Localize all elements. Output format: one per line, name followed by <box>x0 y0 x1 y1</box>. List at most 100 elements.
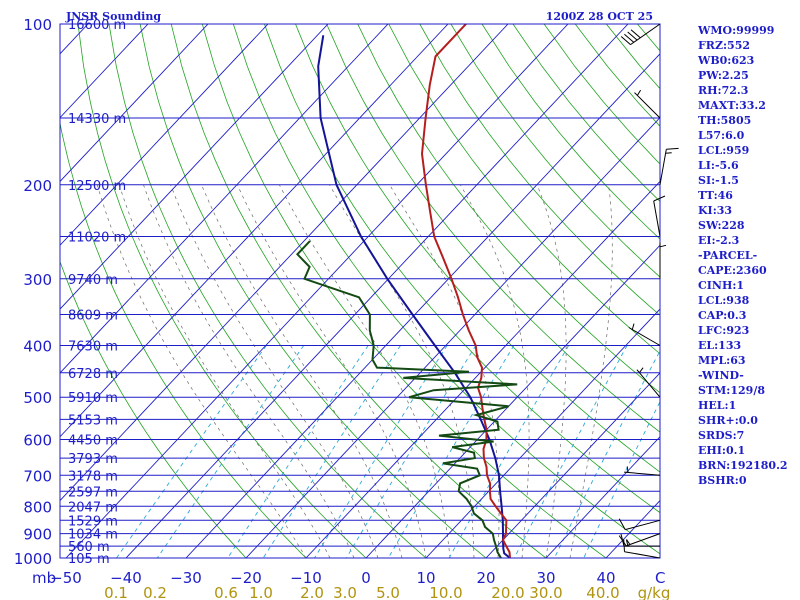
height-label: 3178 m <box>68 469 118 484</box>
pressure-tick-label: 1000 <box>14 550 52 568</box>
mixing-ratio-label: 30.0 <box>529 584 562 600</box>
index-value: WMO:99999 <box>697 24 774 37</box>
temperature-tick-label: −50 <box>50 569 82 587</box>
pressure-tick-label: 300 <box>23 271 52 289</box>
height-label: 3793 m <box>68 452 118 467</box>
isotherm <box>245 116 660 558</box>
mixing-ratio-label: 40.0 <box>586 584 619 600</box>
temperature-tick-label: −40 <box>110 569 142 587</box>
index-value: LFC:923 <box>698 324 749 337</box>
temperature-tick-label: 10 <box>416 569 435 587</box>
temperature-unit-label: C <box>655 569 665 587</box>
wind-barb <box>618 518 661 531</box>
wind-barb <box>628 323 661 346</box>
wind-barb <box>634 89 661 119</box>
height-label: 4450 m <box>68 434 118 449</box>
mixing-ratio-label: 2.0 <box>300 584 324 600</box>
height-label: 9740 m <box>68 273 118 288</box>
pressure-tick-label: 500 <box>23 389 52 407</box>
mixing-ratio-label: 0.2 <box>143 584 167 600</box>
temperature-tick-label: 20 <box>476 569 495 587</box>
isotherm <box>425 308 660 558</box>
mixing-ratio-label: 3.0 <box>333 584 357 600</box>
height-label: 1034 m <box>68 528 118 543</box>
isotherm <box>60 24 389 374</box>
height-label: 12500 m <box>68 179 126 194</box>
index-value: EL:133 <box>698 339 741 352</box>
index-value: LI:-5.6 <box>698 159 739 172</box>
temperature-tick-label: 30 <box>536 569 555 587</box>
mixing-ratio-label: 0.6 <box>214 584 238 600</box>
mixing-ratio-label: 20.0 <box>491 584 524 600</box>
height-label: 11020 m <box>68 231 126 246</box>
height-label: 6728 m <box>68 367 118 382</box>
moist-adiabat <box>389 184 500 558</box>
index-value: SHR+:0.0 <box>698 414 758 427</box>
index-value: CAPE:2360 <box>698 264 767 277</box>
wind-barb <box>624 466 661 476</box>
pressure-tick-label: 900 <box>23 526 52 544</box>
pressure-tick-label: 700 <box>23 467 52 485</box>
height-label: 7630 m <box>68 340 118 355</box>
pressure-tick-label: 600 <box>23 432 52 450</box>
wind-barb <box>653 195 666 237</box>
isotherm <box>60 24 149 119</box>
wind-barb <box>620 23 661 46</box>
height-label: 5910 m <box>68 391 118 406</box>
chart-title: JNSR Sounding <box>65 10 161 23</box>
moist-adiabat <box>143 184 355 558</box>
pressure-tick-label: 400 <box>23 338 52 356</box>
index-value: BSHR:0 <box>698 474 747 487</box>
index-value: TT:46 <box>698 189 733 202</box>
index-value: STM:129/8 <box>698 384 765 397</box>
isotherm <box>60 24 509 502</box>
index-value: HEL:1 <box>698 399 736 412</box>
height-label: 14330 m <box>68 112 126 127</box>
temperature-tick-label: −10 <box>290 569 322 587</box>
temperature-trace <box>420 24 511 558</box>
profiles <box>296 24 518 558</box>
index-value: PW:2.25 <box>698 69 749 82</box>
index-value: LCL:938 <box>698 294 750 307</box>
index-value: FRZ:552 <box>698 39 750 52</box>
height-label: 1529 m <box>68 514 118 529</box>
height-label: 16600 m <box>68 18 126 33</box>
index-value: L57:6.0 <box>698 129 745 142</box>
index-value: EHI:0.1 <box>698 444 745 457</box>
isotherm <box>365 244 660 558</box>
isotherm <box>60 24 329 310</box>
index-value: TH:5805 <box>698 114 751 127</box>
pressure-tick-label: 200 <box>23 177 52 195</box>
temperature-tick-label: −30 <box>170 569 202 587</box>
pressure-unit-label: mb <box>32 569 56 587</box>
isotherm <box>305 180 660 558</box>
temperature-tick-label: 0 <box>361 569 371 587</box>
indices-panel: WMO:99999 FRZ:552 WB0:623 PW:2.25 RH:72.3 MAX… <box>697 24 788 487</box>
wind-barb <box>659 147 679 185</box>
isotherm <box>545 436 660 558</box>
index-value: BRN:192180.2 <box>698 459 788 472</box>
wind-barb <box>618 533 661 547</box>
height-label: 8609 m <box>68 309 118 324</box>
isotherm <box>185 53 660 558</box>
wind-barbs <box>618 23 679 559</box>
height-label: 2047 m <box>68 500 118 515</box>
isotherm <box>60 24 449 438</box>
wind-barb <box>636 367 661 398</box>
index-value: -WIND- <box>698 369 744 382</box>
mixing-ratio-label: 10.0 <box>429 584 462 600</box>
valid-time: 1200Z 28 OCT 25 <box>546 10 653 23</box>
mixing-ratio-label: 0.1 <box>104 584 128 600</box>
index-value: LCL:959 <box>698 144 749 157</box>
index-value: KI:33 <box>698 204 732 217</box>
index-value: -PARCEL- <box>698 249 757 262</box>
index-value: CAP:0.3 <box>698 309 746 322</box>
index-value: SW:228 <box>698 219 745 232</box>
index-value: SI:-1.5 <box>698 174 739 187</box>
index-value: SRDS:7 <box>698 429 744 442</box>
mixing-ratio-label: 1.0 <box>249 584 273 600</box>
pressure-tick-label: 100 <box>23 16 52 34</box>
